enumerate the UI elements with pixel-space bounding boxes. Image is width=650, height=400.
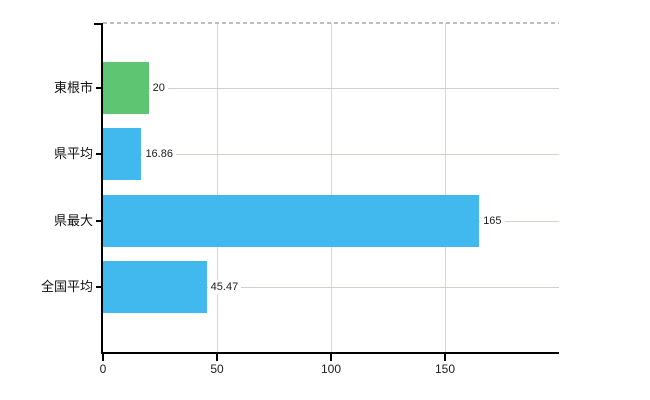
bar-value-label: 20: [149, 81, 168, 95]
category-label: 県平均: [53, 146, 93, 161]
y-axis-top-tick: [94, 23, 102, 25]
category-label: 全国平均: [40, 279, 93, 294]
bar-県平均: [103, 128, 142, 180]
x-axis-tick: [216, 352, 218, 361]
y-axis-line: [101, 23, 103, 354]
category-label: 東根市: [53, 80, 93, 95]
vertical-gridline: [330, 23, 332, 352]
x-tick-label: 150: [434, 362, 456, 376]
category-tick: [96, 220, 103, 222]
plot-top-border: [103, 22, 559, 24]
horizontal-gridline: [103, 153, 559, 155]
bar-value-label: 16.86: [142, 147, 176, 161]
x-axis-tick: [444, 352, 446, 361]
bar-value-label: 45.47: [207, 280, 242, 294]
category-label: 県最大: [53, 213, 93, 228]
category-tick: [96, 153, 103, 155]
bar-県最大: [103, 195, 480, 247]
x-tick-label: 100: [320, 362, 342, 376]
horizontal-gridline: [103, 87, 559, 89]
vertical-gridline: [444, 23, 446, 352]
bar-全国平均: [103, 261, 207, 313]
x-tick-label: 0: [99, 362, 107, 376]
vertical-gridline: [216, 23, 218, 352]
bar-value-label: 165: [480, 214, 505, 228]
category-tick: [96, 87, 103, 89]
x-axis-tick: [102, 352, 104, 361]
x-axis-tick: [330, 352, 332, 361]
category-tick: [96, 286, 103, 288]
x-tick-label: 50: [210, 362, 224, 376]
bar-東根市: [103, 62, 149, 114]
horizontal-gridline: [103, 286, 559, 288]
